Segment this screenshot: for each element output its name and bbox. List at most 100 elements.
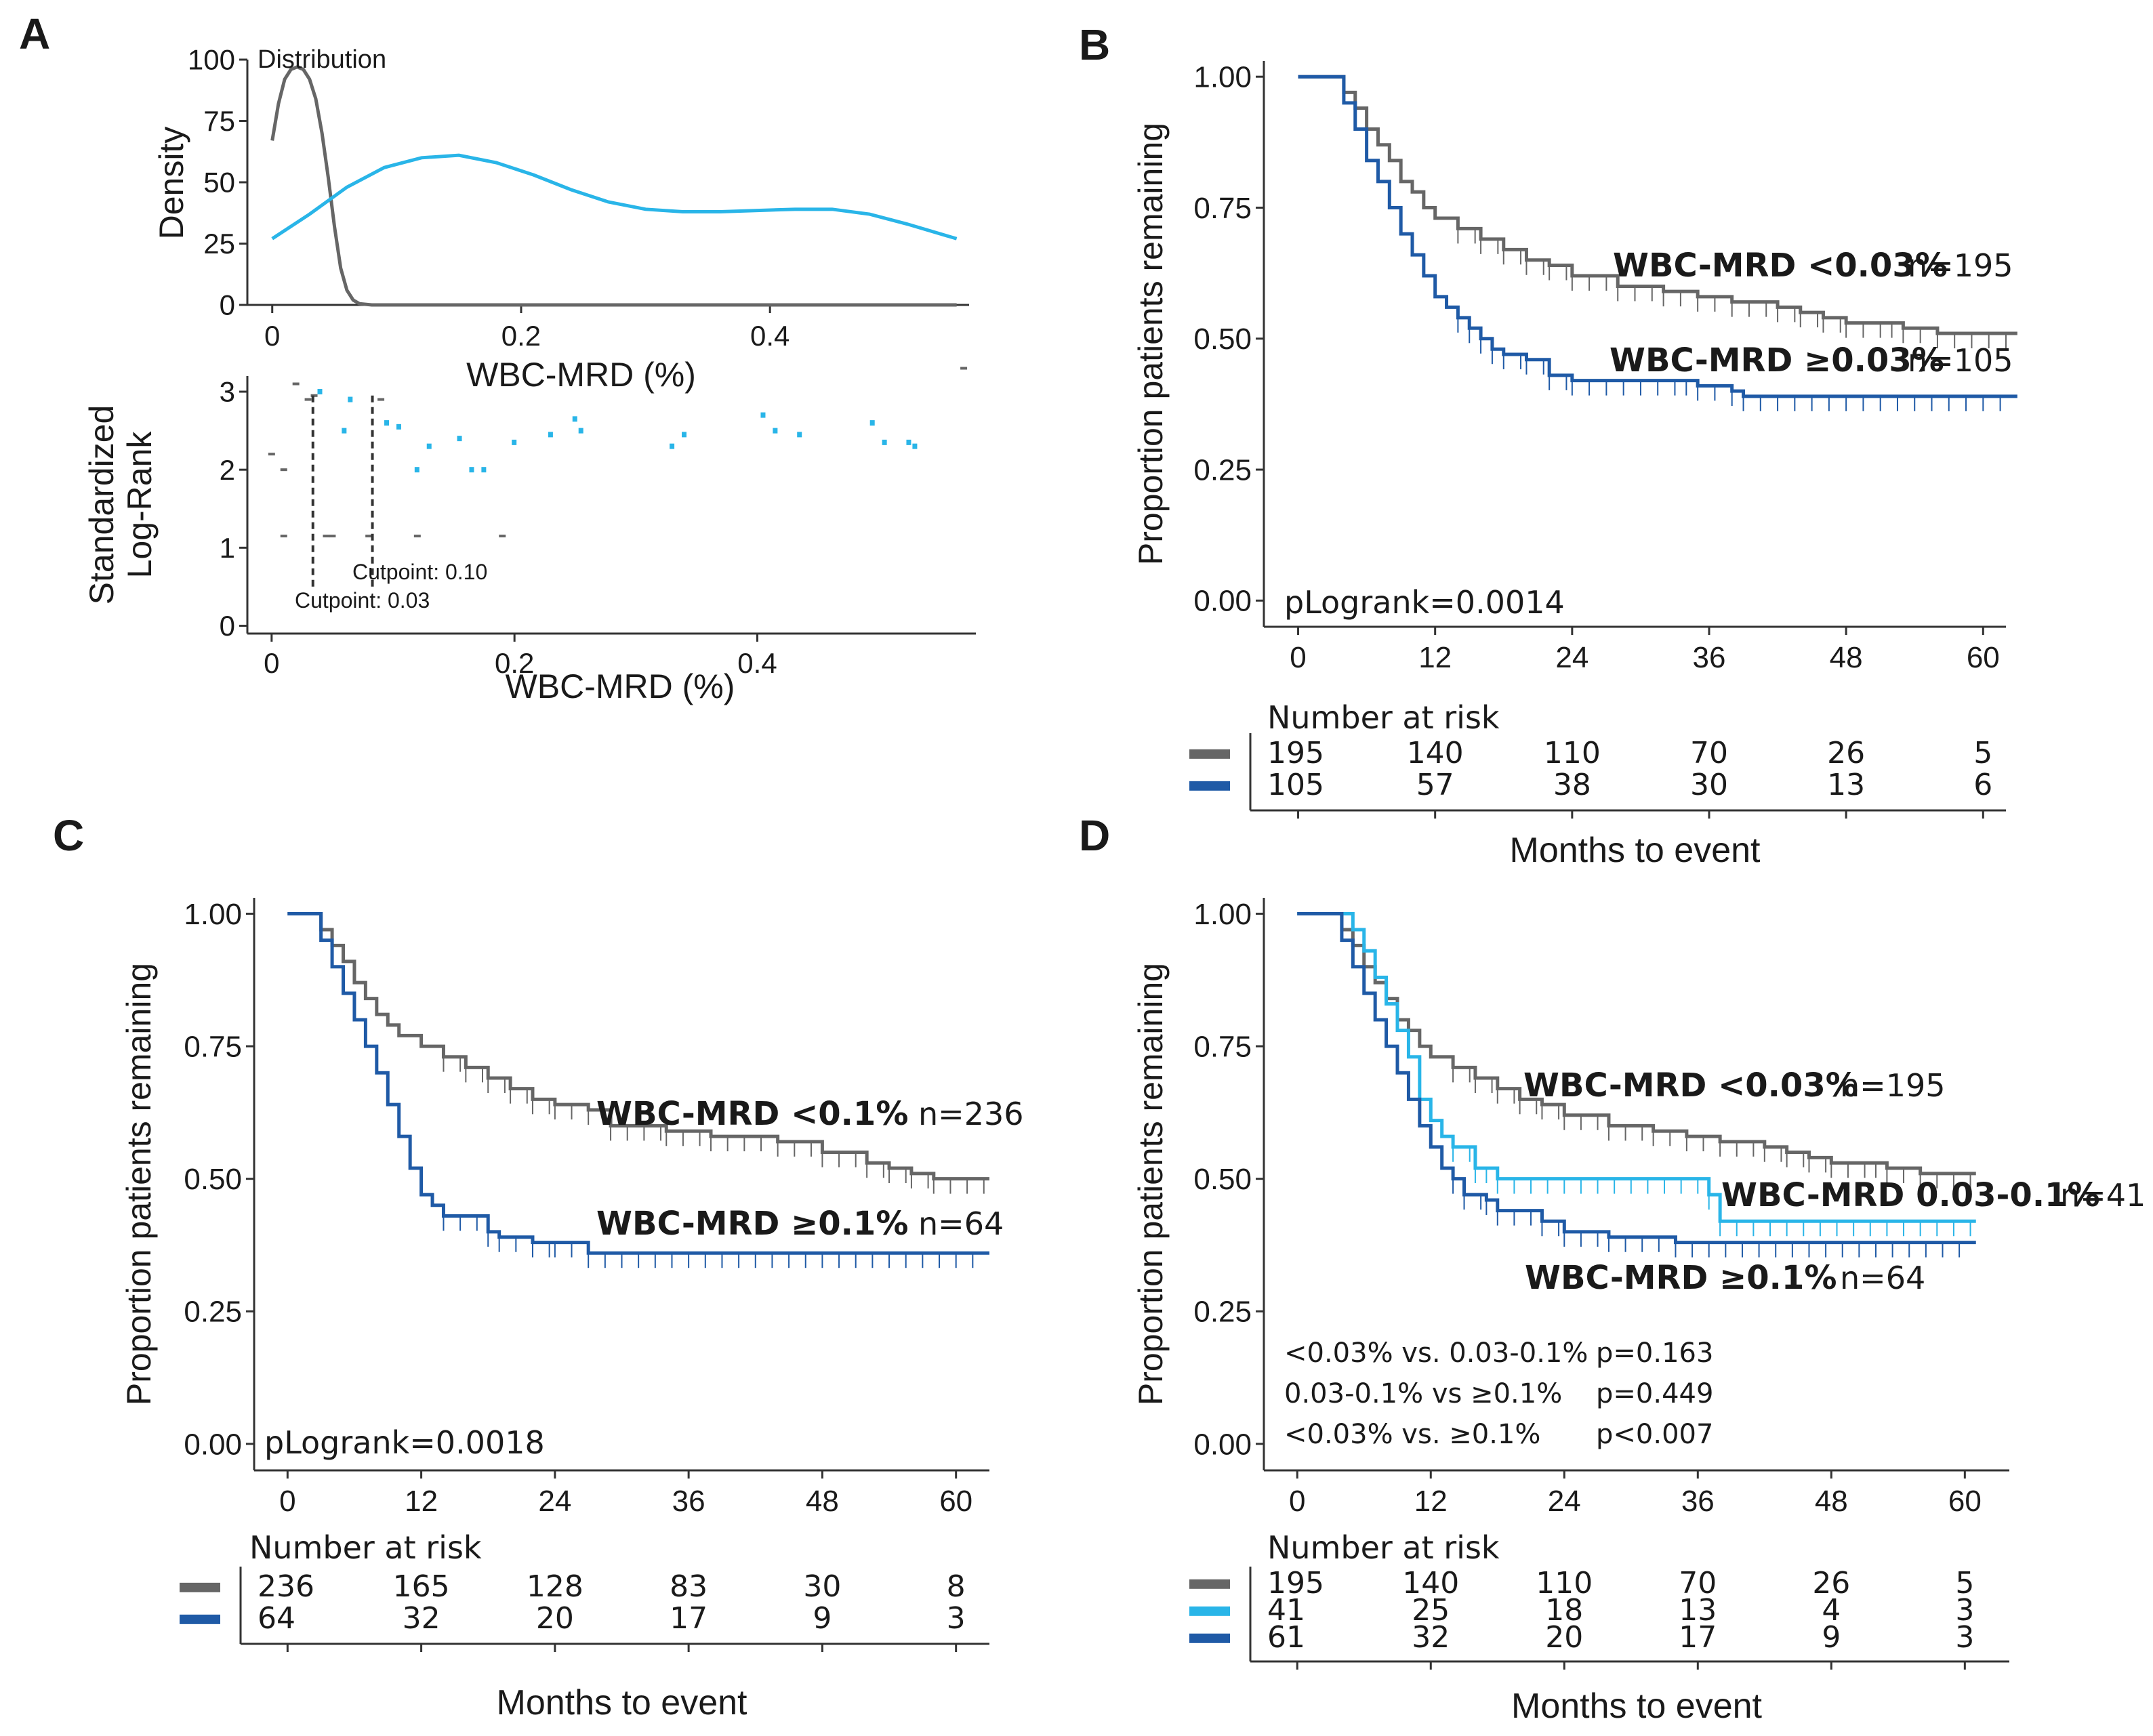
risk-value: 110 [1536,1566,1593,1600]
risk-value: 140 [1407,736,1464,770]
km-curve [287,911,989,1181]
curve-label: WBC-MRD <0.03% [1523,1067,1858,1104]
y-axis-label: Proportion patients remaining [1132,123,1170,565]
panel-letter-c: C [53,811,84,860]
curve-n: n=41 [2060,1177,2146,1214]
scan-point-grey [323,535,330,538]
risk-value: 83 [670,1569,708,1604]
x-tick-label: 0 [264,647,279,679]
x-tick-label: 0 [1290,641,1306,674]
scan-point-blue [426,443,432,449]
p-value: p<0.007 [1596,1419,1713,1450]
scan-point-blue [481,467,487,473]
risk-value: 17 [670,1601,708,1636]
risk-value: 20 [1545,1620,1583,1655]
risk-value: 5 [1955,1566,1974,1600]
risk-value: 3 [947,1601,966,1636]
y-tick-label: 50 [203,167,235,199]
risk-value: 32 [1412,1620,1450,1655]
km-curve [287,911,989,1255]
scan-point-blue [384,420,390,426]
scan-point-blue [457,436,462,442]
scan-point-blue [906,439,911,445]
x-axis-label: Months to event [497,1683,748,1722]
y-tick-label: 0.25 [1193,1296,1252,1329]
panel-d-km: 0 12 24 36 48 60 0.00 0.25 0.50 0.75 1.00 WBC-MRD <… [1132,898,2146,1726]
risk-value: 140 [1402,1566,1459,1600]
scan-point-grey [268,453,275,456]
risk-value: 13 [1679,1593,1717,1628]
p-value-label: 0.03-0.1% vs ≥0.1% [1284,1378,1562,1409]
risk-value: 5 [1973,736,1992,770]
risk-value: 32 [403,1601,440,1636]
y-tick-label: 0.75 [1193,192,1252,225]
scan-point-grey [280,535,287,538]
scan-point-grey [280,468,287,472]
x-tick-label: 12 [1418,641,1452,674]
y-tick-label: 1.00 [184,898,242,931]
risk-title: Number at risk [249,1529,482,1566]
y-tick-label: 1.00 [1193,61,1252,94]
x-tick-label: 48 [1815,1485,1848,1518]
risk-value: 4 [1822,1593,1841,1628]
p-value: p=0.163 [1596,1338,1713,1369]
curve-n: n=64 [918,1205,1004,1242]
risk-value: 38 [1553,768,1591,802]
y-tick-label: 0.25 [1193,453,1252,487]
x-axis-label: Months to event [1511,1687,1763,1726]
risk-value: 64 [258,1601,295,1636]
scan-point-blue [869,420,875,426]
y-tick-label: 3 [220,376,235,408]
y-tick-label: 0 [220,610,235,642]
risk-value: 61 [1267,1620,1305,1655]
scan-point-blue [342,428,347,434]
risk-value: 128 [527,1569,583,1604]
y-axis-label: Proportion patients remaining [1132,963,1170,1405]
panel-letter-a: A [19,9,50,58]
density-title: Distribution [258,45,386,74]
risk-value: 57 [1416,768,1454,802]
y-axis-label: Density [152,127,190,240]
risk-value: 3 [1955,1593,1974,1628]
curve-label: WBC-MRD ≥0.1% [1525,1259,1837,1297]
scan-point-blue [469,467,474,473]
risk-value: 30 [803,1569,841,1604]
risk-title: Number at risk [1267,1529,1500,1566]
scan-point-blue [548,432,553,438]
scan-point-grey [329,535,336,538]
risk-swatch [1189,781,1230,791]
x-axis-label: WBC-MRD (%) [466,356,696,394]
x-tick-label: 36 [672,1485,705,1518]
risk-value: 105 [1267,768,1324,802]
risk-value: 195 [1267,736,1324,770]
x-tick-label: 12 [1414,1485,1448,1518]
scan-point-grey [292,382,300,386]
risk-value: 30 [1690,768,1728,802]
risk-swatch [1189,1633,1230,1643]
y-tick-label: 0.00 [1193,585,1252,618]
y-tick-label: 0.75 [184,1030,242,1063]
density-curve-lightblue [271,153,958,241]
curve-n: n=195 [1908,247,2013,284]
scan-point-grey [499,535,506,538]
risk-value: 9 [813,1601,832,1636]
y-tick-label: 0.00 [184,1428,242,1461]
x-tick-label: 60 [1967,641,2000,674]
y-tick-label: 100 [188,44,235,76]
risk-value: 70 [1679,1566,1717,1600]
p-value-label: <0.03% vs. 0.03-0.1% [1284,1338,1588,1369]
x-tick-label: 12 [405,1485,438,1518]
y-tick-label: 25 [203,228,235,260]
risk-value: 13 [1827,768,1865,802]
scan-point-blue [670,443,675,449]
y-tick-label: 0.25 [184,1296,242,1329]
curve-label: WBC-MRD <0.1% [596,1095,908,1133]
risk-value: 165 [393,1569,450,1604]
risk-swatch [1189,1579,1230,1589]
curve-n: n=64 [1840,1260,1925,1296]
scan-point-blue [414,467,419,473]
panel-letter-d: D [1079,811,1110,860]
y-axis-label: Proportion patients remaining [120,963,158,1405]
